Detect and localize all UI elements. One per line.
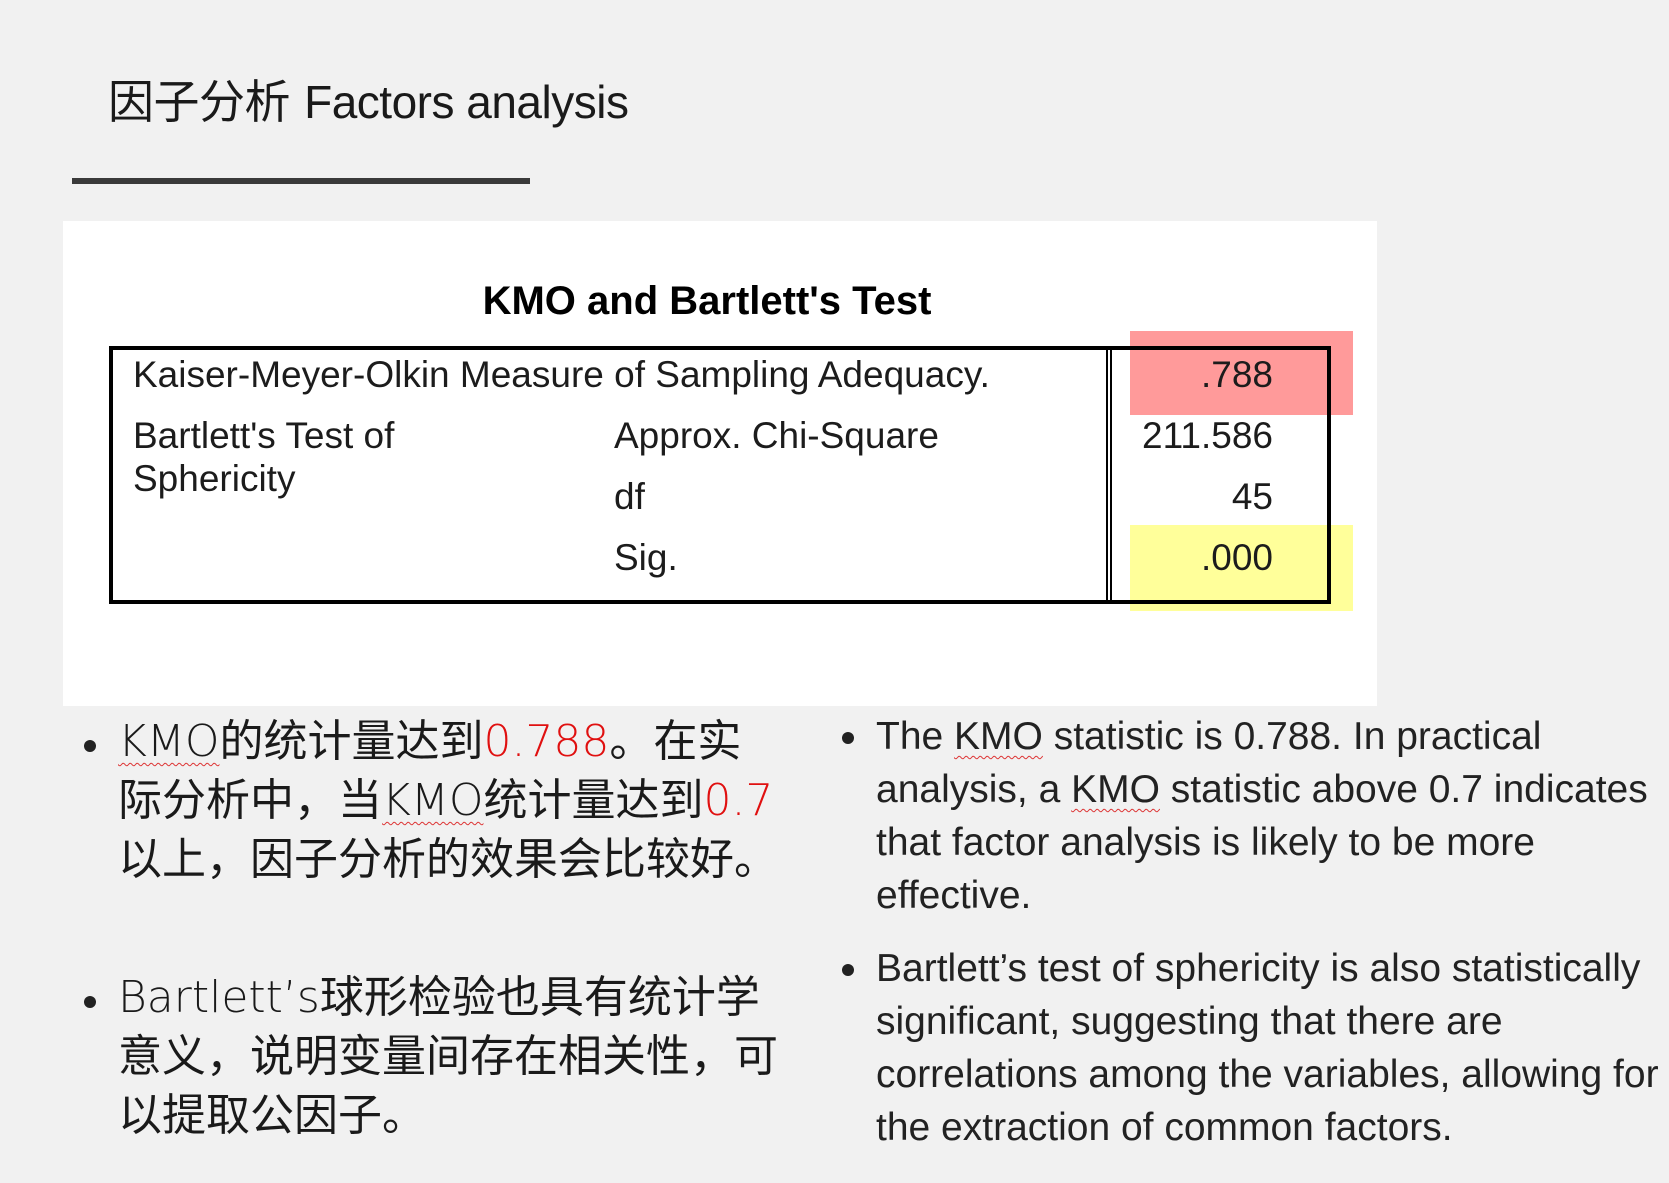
en-bullet-2-text: Bartlett’s test of sphericity is also st… (876, 947, 1659, 1149)
kmo-value: .788 (1200, 354, 1273, 395)
zh-bullet-1: KMO的统计量达到0.788。在实际分析中，当KMO统计量达到0.7以上，因子分… (84, 712, 784, 889)
sig-label: Sig. (614, 537, 678, 578)
kmo-highlight (1130, 331, 1353, 415)
page-title: 因子分析 Factors analysis (108, 66, 629, 132)
chi-square-label: Approx. Chi-Square (614, 415, 939, 456)
title-underline (72, 178, 530, 184)
zh-bullet-2: Bartlett’s球形检验也具有统计学意义，说明变量间存在相关性，可以提取公因… (84, 968, 784, 1145)
kmo-label: Kaiser-Meyer-Olkin Measure of Sampling A… (133, 354, 990, 395)
en-bullet-1-text: The KMO statistic is 0.788. In practical… (876, 715, 1648, 917)
bullet-dot (84, 740, 96, 752)
df-label: df (614, 476, 645, 517)
bartlett-label-2: Sphericity (133, 458, 296, 499)
sig-value: .000 (1200, 537, 1273, 578)
title-zh: 因子分析 (108, 75, 291, 129)
table-divider (1106, 346, 1112, 604)
bullet-dot (842, 732, 854, 744)
en-bullet-1: The KMO statistic is 0.788. In practical… (842, 710, 1662, 922)
sig-highlight (1130, 525, 1353, 611)
bullet-dot (84, 996, 96, 1008)
zh-bullet-1-text: KMO的统计量达到0.788。在实际分析中，当KMO统计量达到0.7以上，因子分… (118, 716, 778, 885)
bartlett-label: Bartlett's Test of (133, 415, 395, 456)
bullet-dot (842, 964, 854, 976)
zh-bullet-2-text: Bartlett’s球形检验也具有统计学意义，说明变量间存在相关性，可以提取公因… (118, 972, 778, 1141)
kmo-table (109, 346, 1331, 604)
title-en: Factors analysis (304, 76, 629, 128)
df-value: 45 (1231, 476, 1273, 517)
chi-square-value: 211.586 (1142, 415, 1273, 456)
en-bullet-2: Bartlett’s test of sphericity is also st… (842, 942, 1662, 1154)
table-title: KMO and Bartlett's Test (482, 279, 932, 323)
kmo-table-panel: KMO and Bartlett's Test Kaiser-Meyer-Olk… (63, 221, 1377, 706)
